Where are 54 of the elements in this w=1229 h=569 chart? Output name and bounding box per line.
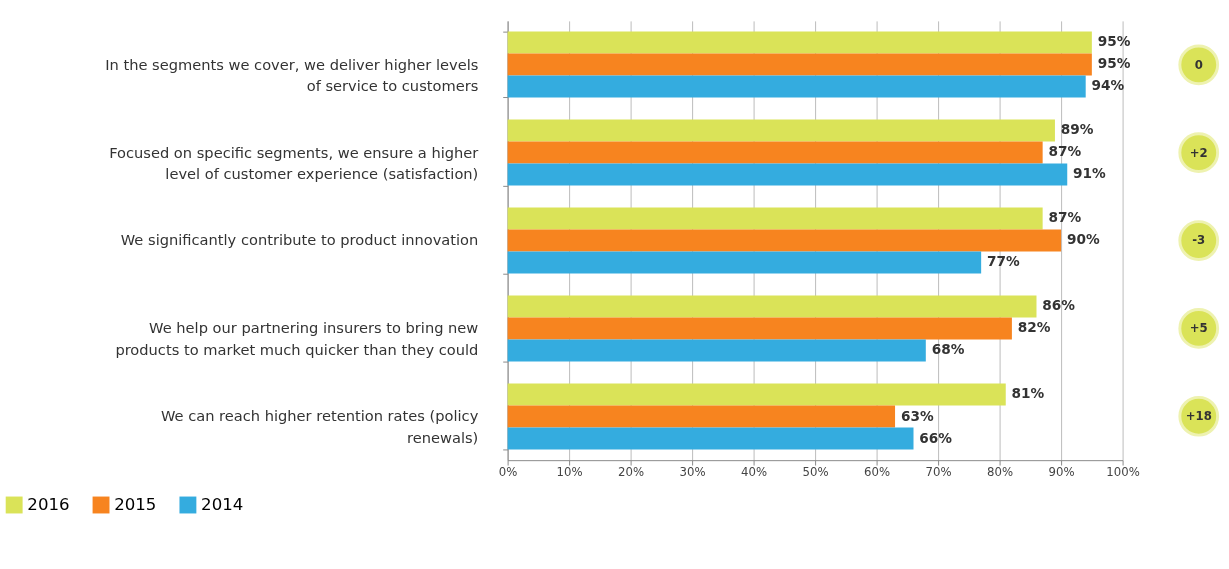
bar (507, 207, 1043, 230)
bar (507, 251, 982, 274)
y-tick-label: We can reach higher retention rates (policy renewals) (160, 407, 479, 446)
data-label: 77% (987, 253, 1021, 270)
bar (507, 383, 1006, 406)
legend-label: 2015 (114, 494, 157, 514)
bar (507, 31, 1092, 54)
data-label: 87% (1048, 143, 1082, 160)
x-tick-label: 100% (1106, 465, 1140, 480)
bar (507, 405, 896, 428)
data-label: 91% (1073, 165, 1107, 182)
bar (507, 317, 1012, 340)
bar (507, 295, 1037, 318)
bar (507, 119, 1055, 142)
y-tick-label: We help our partnering insurers to bring new products to market much quicker than they could (115, 319, 479, 358)
text: 0 (1194, 57, 1203, 72)
x-tick-label: 70% (925, 465, 952, 480)
text: +5 (1189, 321, 1208, 336)
bar (507, 141, 1043, 164)
x-tick-label: 90% (1048, 465, 1075, 480)
x-tick-label: 60% (864, 465, 891, 480)
data-label: 86% (1042, 297, 1076, 314)
bar (507, 339, 926, 362)
x-tick-label: 20% (618, 465, 645, 480)
text: +2 (1189, 145, 1208, 160)
data-label: 90% (1066, 231, 1100, 248)
data-label: 94% (1091, 77, 1125, 94)
data-label: 66% (919, 429, 953, 446)
x-tick-label: 10% (556, 465, 583, 480)
legend-label: 2014 (201, 494, 244, 514)
bar (507, 163, 1068, 186)
bar (507, 427, 914, 450)
x-tick-label: 80% (987, 465, 1014, 480)
data-label: 68% (931, 341, 965, 358)
data-label: 81% (1011, 385, 1045, 402)
text: +18 (1185, 409, 1212, 424)
data-label: 82% (1017, 319, 1051, 336)
data-label: 95% (1097, 55, 1131, 72)
x-tick-label: 40% (741, 465, 768, 480)
x-tick-label: 50% (802, 465, 829, 480)
x-tick-label: 0% (498, 465, 518, 480)
data-label: 89% (1060, 121, 1094, 138)
y-tick-label: Focused on specific segments, we ensure a higher level of customer experience (satisfaction) (109, 143, 480, 183)
data-label: 63% (900, 407, 934, 424)
data-label: 95% (1097, 33, 1131, 50)
data-label: 87% (1048, 209, 1082, 226)
y-tick-label: We significantly contribute to product innovation (120, 231, 479, 249)
x-tick-label: 30% (679, 465, 706, 480)
bar (507, 229, 1062, 252)
bar (507, 75, 1086, 98)
y-tick-label: In the segments we cover, we deliver higher levels of service to customers (105, 55, 479, 95)
text: -3 (1192, 233, 1206, 248)
legend-label: 2016 (27, 494, 70, 514)
bar (507, 53, 1092, 76)
